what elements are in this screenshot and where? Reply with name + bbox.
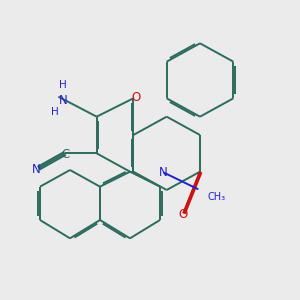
Text: H: H: [51, 107, 58, 117]
Text: N: N: [159, 166, 168, 179]
Text: H: H: [59, 80, 67, 90]
Text: O: O: [178, 208, 187, 221]
Text: O: O: [131, 91, 141, 104]
Text: N: N: [32, 164, 40, 176]
Text: CH₃: CH₃: [208, 192, 226, 202]
Text: C: C: [61, 148, 69, 160]
Text: N: N: [59, 94, 68, 106]
